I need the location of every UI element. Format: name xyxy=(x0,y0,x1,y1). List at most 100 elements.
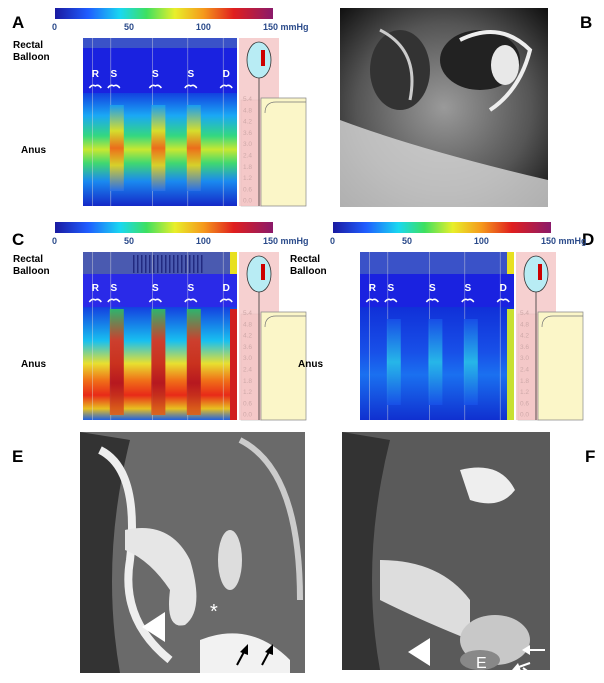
squeeze xyxy=(109,309,124,415)
squeeze xyxy=(428,319,443,405)
colorbar-label: 50 xyxy=(124,236,134,246)
event-label: S xyxy=(152,69,159,80)
rectal-spike xyxy=(157,255,159,273)
event-label: S xyxy=(387,283,394,294)
colorbar-label: 150 mmHg xyxy=(263,22,309,32)
mri-b xyxy=(340,8,548,207)
rectal-spike xyxy=(177,255,179,273)
rectal-end xyxy=(230,252,237,274)
event-brace xyxy=(88,84,102,89)
rectal-strip xyxy=(360,252,514,274)
tissue xyxy=(260,311,307,421)
panel-letter: E xyxy=(12,447,23,466)
row-label: Anus xyxy=(21,359,46,370)
rectal-spike xyxy=(141,255,143,273)
tissue-line xyxy=(264,315,306,328)
squeeze xyxy=(186,309,201,415)
rectal-spike xyxy=(149,255,151,273)
row-label: Rectal xyxy=(13,254,43,265)
squeeze xyxy=(463,319,478,405)
event-label: S xyxy=(464,283,471,294)
event-label: D xyxy=(223,283,230,294)
row-label: Rectal xyxy=(290,254,320,265)
event-brace xyxy=(219,84,233,89)
event-label: R xyxy=(369,283,377,294)
event-brace xyxy=(219,298,233,303)
event-brace xyxy=(365,298,379,303)
event-label: D xyxy=(500,283,507,294)
row-label: Rectal xyxy=(13,40,43,51)
colorbar-label: 0 xyxy=(330,236,335,246)
event-label: S xyxy=(187,283,194,294)
colorbar xyxy=(55,8,273,19)
rectal-spike xyxy=(201,255,203,273)
panel-letter: D xyxy=(582,230,594,249)
annotation: * xyxy=(210,601,218,623)
event-label: R xyxy=(92,283,100,294)
event-brace xyxy=(148,84,162,89)
colorbar-label: 50 xyxy=(402,236,412,246)
panel-letter: F xyxy=(585,447,595,466)
squeeze xyxy=(109,105,124,191)
balloon xyxy=(246,255,272,293)
colorbar-label: 100 xyxy=(196,22,211,32)
rectal-strip xyxy=(83,38,237,48)
rectal-strip xyxy=(83,252,237,274)
balloon xyxy=(246,41,272,79)
squeeze xyxy=(151,105,166,191)
rectal-spike xyxy=(145,255,147,273)
tissue-line xyxy=(541,315,583,328)
panel-letter: B xyxy=(580,13,592,32)
colorbar-label: 50 xyxy=(124,22,134,32)
row-label: Balloon xyxy=(13,52,50,63)
rectal-end xyxy=(507,252,514,274)
squeeze xyxy=(151,309,166,415)
colorbar-label: 150 mmHg xyxy=(263,236,309,246)
colorbar-label: 0 xyxy=(52,236,57,246)
rectal-spike xyxy=(197,255,199,273)
colorbar xyxy=(55,222,273,233)
end-bar xyxy=(230,309,237,420)
gauge xyxy=(261,50,265,66)
event-brace xyxy=(184,84,198,89)
rectal-spike xyxy=(173,255,175,273)
rectal-spike xyxy=(133,255,135,273)
event-brace xyxy=(107,298,121,303)
rectal-spike xyxy=(181,255,183,273)
rectal-spike xyxy=(189,255,191,273)
colorbar-label: 100 xyxy=(474,236,489,246)
rectal-spike xyxy=(153,255,155,273)
rectal-spike xyxy=(165,255,167,273)
event-label: S xyxy=(110,283,117,294)
colorbar-label: 100 xyxy=(196,236,211,246)
row-label: Balloon xyxy=(13,266,50,277)
balloon xyxy=(523,255,549,293)
rectal-spike xyxy=(161,255,163,273)
panel-letter: A xyxy=(12,13,24,32)
rectal-spike xyxy=(193,255,195,273)
event-brace xyxy=(461,298,475,303)
rectal-spike xyxy=(137,255,139,273)
event-label: S xyxy=(110,69,117,80)
tissue xyxy=(537,311,584,421)
gauge xyxy=(261,264,265,280)
annotation: E xyxy=(476,655,487,672)
colorbar-label: 150 mmHg xyxy=(541,236,587,246)
event-label: S xyxy=(152,283,159,294)
squeeze xyxy=(386,319,401,405)
end-bar xyxy=(507,309,514,420)
tissue-line xyxy=(264,101,306,114)
event-brace xyxy=(107,84,121,89)
event-brace xyxy=(384,298,398,303)
event-brace xyxy=(88,298,102,303)
mri-f xyxy=(342,432,550,679)
row-label: Anus xyxy=(298,359,323,370)
event-brace xyxy=(496,298,510,303)
panel-letter: C xyxy=(12,230,24,249)
event-label: S xyxy=(429,283,436,294)
event-brace xyxy=(184,298,198,303)
event-label: D xyxy=(223,69,230,80)
event-brace xyxy=(148,298,162,303)
